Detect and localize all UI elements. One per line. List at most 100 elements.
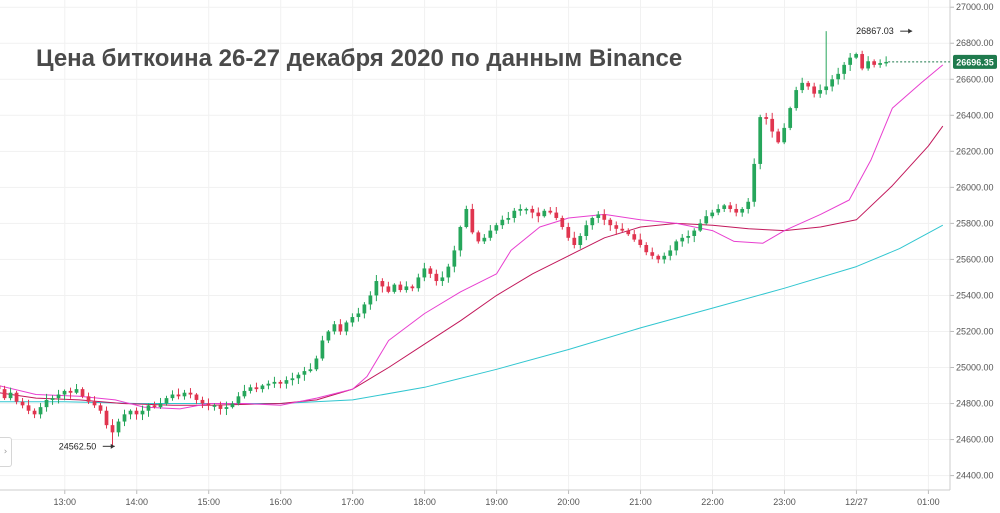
candle-body [572, 237, 577, 245]
candle-body [752, 163, 757, 202]
candle-body [158, 403, 163, 408]
grid-layer [0, 0, 950, 490]
x-tick-label: 19:00 [485, 497, 508, 507]
candle-body [356, 313, 361, 318]
candle-body [668, 250, 673, 256]
candle-body [266, 383, 271, 386]
candle-body [548, 210, 553, 213]
candle-body [686, 235, 691, 238]
candle-body [296, 374, 301, 379]
candle-body [146, 405, 151, 411]
candle-body [782, 127, 787, 143]
candle-body [716, 208, 721, 213]
candle-body [452, 250, 457, 267]
candle-body [698, 223, 703, 231]
candle-body [140, 410, 145, 415]
candle-body [848, 57, 853, 65]
candle-body [176, 394, 181, 397]
candle-body [428, 268, 433, 274]
y-tick-label: 27000.00 [956, 2, 994, 12]
candle-body [650, 252, 655, 256]
candle-body [866, 61, 871, 69]
candle-body [32, 410, 37, 415]
annotations: 26867.03 24562.50 [59, 26, 913, 451]
candle-body [326, 331, 331, 341]
price-extreme-label: 26867.03 [856, 26, 894, 36]
candle-body [284, 380, 289, 384]
candle-body [710, 212, 715, 217]
candle-body [806, 82, 811, 87]
x-tick-label: 23:00 [773, 497, 796, 507]
price-extreme-label: 24562.50 [59, 441, 97, 451]
candle-body [638, 239, 643, 245]
candle-body [80, 389, 85, 397]
x-tick-label: 13:00 [54, 497, 77, 507]
candle-body [38, 407, 43, 415]
candle-body [488, 230, 493, 238]
candle-body [380, 281, 385, 287]
x-tick-label: 22:00 [701, 497, 724, 507]
candle-body [14, 392, 19, 402]
candle-body [8, 392, 13, 399]
candle-body [590, 217, 595, 226]
candle-body [224, 407, 229, 409]
candle-body [608, 219, 613, 226]
candle-body [110, 425, 115, 433]
candle-body [26, 405, 31, 411]
candle-body [794, 90, 799, 109]
candle-body [218, 405, 223, 409]
candle-body [386, 286, 391, 292]
candle-body [344, 322, 349, 332]
candle-body [68, 390, 73, 393]
y-tick-label: 25600.00 [956, 254, 994, 264]
candle-body [182, 392, 187, 397]
candle-body [758, 117, 763, 164]
chart-title: Цена биткоина 26-27 декабря 2020 по данн… [36, 45, 682, 72]
candle-body [434, 273, 439, 282]
candle-body [44, 399, 49, 408]
candle-body [164, 398, 169, 404]
candle-body [506, 217, 511, 220]
candle-body [272, 381, 277, 384]
candle-body [494, 225, 499, 231]
candle-body [854, 54, 859, 58]
candle-body [152, 405, 157, 408]
candle-body [770, 118, 775, 132]
candle-body [614, 225, 619, 229]
x-tick-label: 01:00 [917, 497, 940, 507]
moving-averages [0, 64, 944, 410]
candle-body [200, 399, 205, 404]
candle-body [134, 410, 139, 415]
candle-body [734, 208, 739, 213]
candle-body [86, 396, 91, 402]
candle-body [338, 324, 343, 332]
candle-body [674, 241, 679, 251]
candle-body [290, 378, 295, 381]
candle-body [626, 230, 631, 235]
x-tick-label: 17:00 [341, 497, 364, 507]
candle-body [50, 398, 55, 400]
candle-body [878, 63, 883, 65]
y-tick-label: 24600.00 [956, 435, 994, 445]
candle-body [188, 392, 193, 395]
candle-body [800, 82, 805, 91]
candle-body [194, 394, 199, 400]
candle-body [104, 410, 109, 426]
candle-body [398, 284, 403, 291]
candle-body [20, 401, 25, 406]
candle-body [884, 61, 889, 64]
candle-body [824, 86, 829, 91]
candle-body [128, 410, 133, 415]
collapse-panel-chevron-icon[interactable]: › [0, 437, 12, 467]
candle-body [524, 208, 529, 211]
candle-body [206, 403, 211, 406]
candle-body [860, 54, 865, 69]
y-tick-label: 25400.00 [956, 290, 994, 300]
candle-body [230, 403, 235, 408]
candle-body [458, 226, 463, 251]
candle-body [368, 295, 373, 305]
candle-body [212, 405, 217, 407]
candle-body [332, 324, 337, 332]
candle-body [566, 226, 571, 238]
